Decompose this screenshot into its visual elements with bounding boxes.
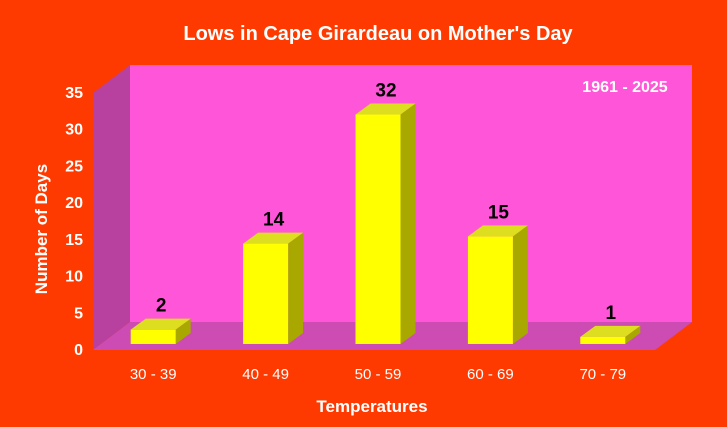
bar-side: [288, 232, 304, 344]
x-tick-label: 50 - 59: [355, 366, 402, 383]
bar-front: [243, 243, 289, 344]
plot-side-wall: [93, 65, 130, 350]
y-tick-label: 20: [65, 195, 83, 212]
bar-top: [355, 103, 416, 115]
data-labels-group: 2 14 32 15 1: [156, 81, 617, 324]
y-tick-label: 35: [65, 85, 83, 102]
bar: [243, 232, 304, 344]
y-tick-labels: 0 5 10 15 20 25 30 35: [65, 85, 83, 359]
data-label: 32: [375, 81, 396, 102]
x-tick-labels: 30 - 39 40 - 49 50 - 59 60 - 69 70 - 79: [130, 366, 626, 383]
bar: [580, 325, 641, 344]
bar-top: [580, 325, 641, 337]
y-tick-label: 25: [65, 158, 83, 175]
x-tick-label: 70 - 79: [579, 366, 626, 383]
x-tick-label: 40 - 49: [242, 366, 289, 383]
bar-side: [175, 318, 191, 344]
data-label: 15: [488, 202, 510, 223]
bar: [467, 225, 528, 344]
date-range-annotation: 1961 - 2025: [582, 79, 668, 96]
x-tick-label: 60 - 69: [467, 366, 514, 383]
bar-front: [580, 336, 626, 344]
data-label: 1: [606, 303, 617, 324]
y-tick-label: 15: [65, 232, 83, 249]
bar-top: [243, 232, 304, 244]
bar: [355, 103, 416, 344]
bar-side: [400, 103, 416, 344]
x-axis-title: Temperatures: [316, 397, 427, 416]
bar-front: [355, 114, 401, 344]
y-tick-label: 0: [74, 342, 83, 359]
bar-top: [467, 225, 528, 237]
data-label: 2: [156, 296, 167, 317]
bar-side: [512, 225, 528, 344]
bar-side: [625, 325, 641, 344]
bar: [130, 318, 191, 344]
bar-top: [130, 318, 191, 330]
y-tick-label: 10: [65, 269, 83, 286]
data-label: 14: [263, 210, 285, 231]
y-tick-label: 30: [65, 122, 83, 139]
y-axis-title: Number of Days: [32, 164, 51, 294]
bar-front: [467, 236, 513, 344]
bar-front: [130, 329, 176, 344]
bars-group: [130, 103, 641, 344]
x-tick-label: 30 - 39: [130, 366, 177, 383]
y-tick-label: 5: [74, 305, 83, 322]
chart-title: Lows in Cape Girardeau on Mother's Day: [183, 23, 573, 45]
